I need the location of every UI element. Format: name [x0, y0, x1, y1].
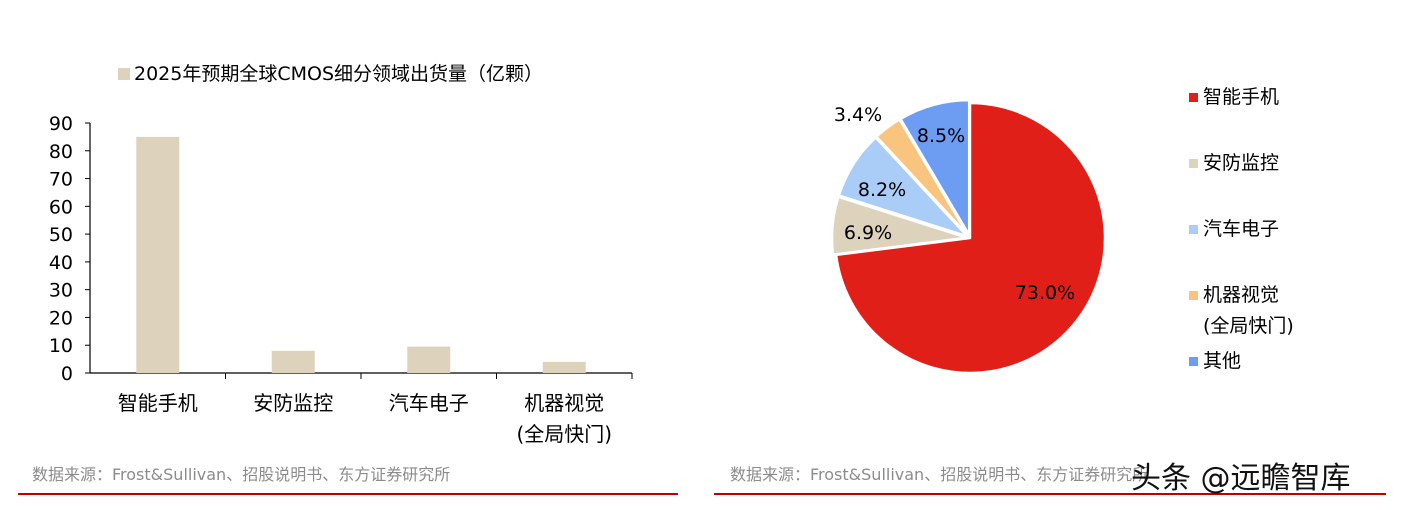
x-tick-label: (全局快门)	[516, 422, 612, 446]
bar-chart-panel: 2025年预期全球CMOS细分领域出货量（亿颗） 0 10 20 30 40 50 60 70 8…	[0, 0, 700, 510]
y-tick-label: 80	[49, 141, 73, 163]
y-tick-label: 70	[49, 169, 73, 191]
bar-4	[542, 361, 586, 373]
y-tick-label: 60	[49, 196, 73, 218]
pie-chart: 73.0% 6.9% 8.2% 3.4% 8.5%	[830, 98, 1107, 375]
legend-label: 安防监控	[1203, 152, 1280, 174]
source-note: 数据来源：Frost&Sullivan、招股说明书、东方证券研究所	[32, 465, 451, 484]
legend-label: 机器视觉	[1203, 284, 1280, 306]
x-tick-label: 安防监控	[253, 391, 333, 415]
legend-label: (全局快门)	[1203, 315, 1294, 337]
legend-label: 智能手机	[1203, 86, 1280, 108]
divider-rule	[18, 493, 678, 495]
divider-rule	[714, 493, 1386, 495]
legend-label: 汽车电子	[1203, 218, 1280, 240]
bar-3	[407, 346, 451, 373]
legend-swatch	[118, 68, 130, 80]
legend-label: 2025年预期全球CMOS细分领域出货量（亿颗）	[134, 63, 543, 85]
pie-legend-item: 汽车电子	[1189, 214, 1280, 245]
pie-legend-item: 机器视觉 (全局快门)	[1189, 280, 1294, 342]
pie-slice-label: 8.5%	[917, 125, 965, 147]
pie-slice-1	[834, 101, 1107, 375]
x-tick-label: 智能手机	[118, 391, 198, 415]
y-tick-label: 40	[49, 252, 73, 274]
legend-swatch	[1189, 225, 1198, 234]
y-tick-label: 50	[49, 224, 73, 246]
pie-legend-item: 其他	[1189, 346, 1242, 377]
y-tick-label: 20	[49, 307, 73, 329]
legend-swatch	[1189, 159, 1198, 168]
legend-label: 其他	[1203, 350, 1242, 372]
pie-chart-panel: 73.0% 6.9% 8.2% 3.4% 8.5% 智能手机安防监控汽车电子机器视觉 (全…	[700, 0, 1401, 510]
pie-slice-5	[899, 98, 971, 237]
x-tick-label: 汽车电子	[389, 391, 469, 415]
bar-chart: 2025年预期全球CMOS细分领域出货量（亿颗） 0 10 20 30 40 50 60 70 8…	[49, 63, 633, 446]
pie-slice-label: 73.0%	[1015, 282, 1075, 304]
legend-swatch	[1189, 291, 1198, 300]
pie-legend-item: 安防监控	[1189, 148, 1280, 179]
source-note: 数据来源：Frost&Sullivan、招股说明书、东方证券研究所	[730, 465, 1149, 484]
legend-swatch	[1189, 357, 1198, 366]
bar-1	[136, 136, 180, 373]
pie-slice-label: 8.2%	[858, 179, 906, 201]
y-tick-label: 10	[49, 335, 73, 357]
x-tick-label: 机器视觉	[524, 391, 604, 415]
pie-slice-2	[830, 195, 969, 256]
pie-slice-label: 6.9%	[844, 222, 892, 244]
legend-swatch	[1189, 93, 1198, 102]
watermark: 头条 @远瞻智库	[1131, 461, 1351, 496]
y-tick-label: 0	[61, 363, 73, 385]
pie-slice-label: 3.4%	[834, 104, 882, 126]
bar-2	[271, 350, 315, 373]
y-tick-label: 90	[49, 113, 73, 135]
pie-legend-item: 智能手机	[1189, 82, 1280, 113]
y-tick-label: 30	[49, 280, 73, 302]
